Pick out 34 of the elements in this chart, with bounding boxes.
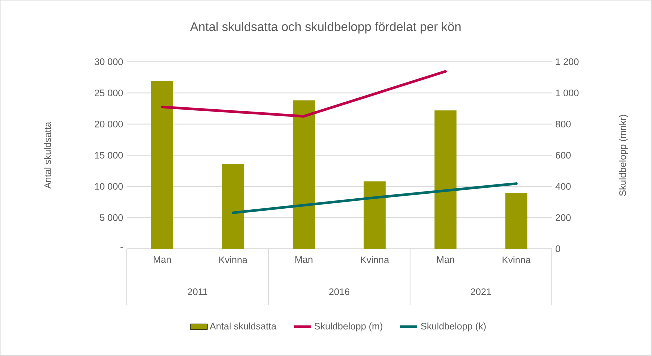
y-tick-label: 25 000: [95, 90, 124, 97]
x-tick-label: Kvinna: [502, 256, 532, 264]
y-tick-label: 20 000: [95, 120, 124, 128]
y2-tick-label: 1 000: [556, 90, 579, 97]
text: 2016: [329, 288, 350, 296]
y2-axis-title: Skuldbelopp (mnkr): [619, 115, 628, 196]
bar: [293, 100, 316, 249]
y2-tick-label: 1 200: [556, 58, 579, 66]
y2-tick-label: 200: [556, 214, 571, 222]
y2-tick-label: 400: [556, 183, 571, 190]
y-tick-label: 30 000: [94, 58, 124, 66]
bar: [434, 110, 457, 249]
y2-tick-label: 0: [556, 246, 560, 252]
y-tick-label: 10 000: [95, 183, 124, 190]
x-tick-label: Man: [437, 256, 454, 264]
bar: [151, 81, 174, 249]
y-axis-title: Antal skuldsatta: [44, 122, 52, 189]
chart-title: Antal skuldsatta och skuldbelopp fördelat per kön: [190, 22, 461, 34]
bar: [364, 182, 386, 249]
legend-label: Skuldbelopp (k): [421, 322, 486, 332]
text: 2011: [188, 288, 208, 296]
bar: [222, 164, 244, 249]
y2-tick-label: 600: [556, 152, 571, 159]
y2-tick-label: 800: [556, 120, 571, 128]
x-tick-label: Kvinna: [361, 256, 390, 264]
y-tick-label: 5 000: [100, 214, 124, 222]
x-tick-label: Kvinna: [220, 256, 248, 264]
x-tick-label: Man: [296, 256, 313, 264]
bar: [506, 194, 528, 249]
text: 2021: [471, 288, 492, 296]
y-tick-label: 15 000: [95, 152, 124, 159]
legend-label: Skuldbelopp (m): [314, 322, 383, 332]
legend-label: Antal skuldsatta: [210, 322, 277, 330]
x-tick-label: Man: [154, 256, 172, 264]
